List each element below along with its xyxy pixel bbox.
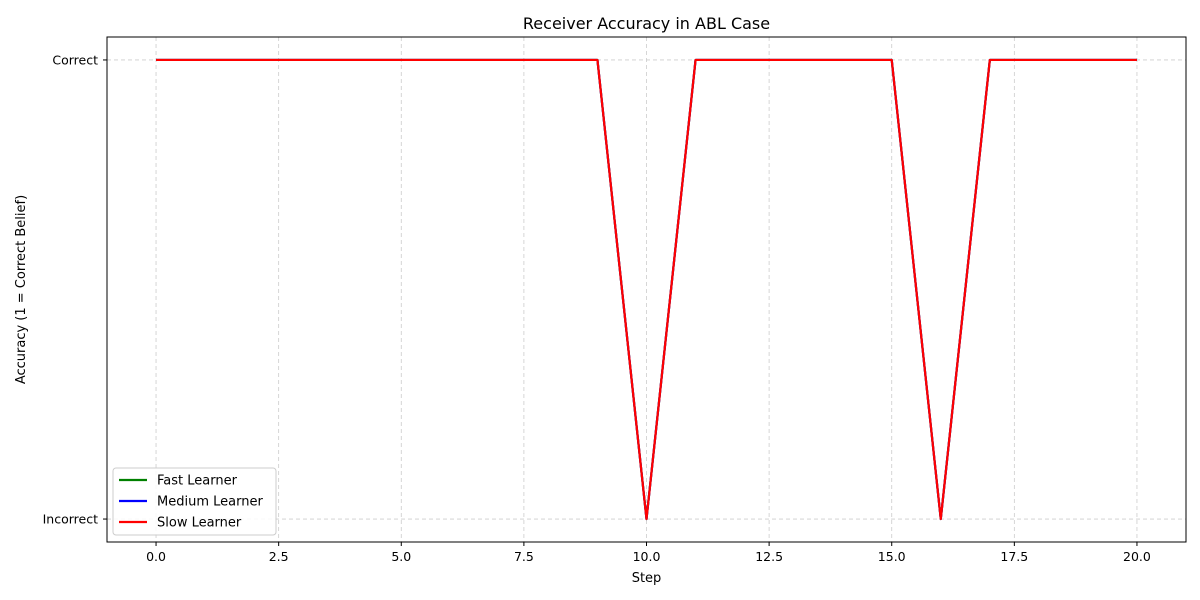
series-line-slow-learner bbox=[156, 58, 1137, 521]
y-tick-label: Incorrect bbox=[43, 512, 98, 527]
series-layer bbox=[156, 58, 1137, 521]
x-tick-label: 7.5 bbox=[514, 549, 534, 564]
x-tick-label: 0.0 bbox=[146, 549, 166, 564]
x-axis-label: Step bbox=[632, 571, 662, 586]
x-tick-label: 15.0 bbox=[878, 549, 906, 564]
y-axis-label: Accuracy (1 = Correct Belief) bbox=[14, 195, 29, 384]
legend-label-medium-learner: Medium Learner bbox=[157, 495, 263, 510]
legend-box bbox=[112, 467, 277, 536]
chart-title: Receiver Accuracy in ABL Case bbox=[523, 14, 770, 33]
x-tick-label: 10.0 bbox=[633, 549, 661, 564]
legend-label-slow-learner: Slow Learner bbox=[157, 516, 242, 531]
legend: Fast Learner Medium Learner Slow Learner bbox=[112, 467, 277, 536]
x-tick-label: 5.0 bbox=[391, 549, 411, 564]
x-tick-label: 17.5 bbox=[1000, 549, 1028, 564]
legend-label-fast-learner: Fast Learner bbox=[157, 474, 238, 489]
x-tick-label: 2.5 bbox=[269, 549, 289, 564]
tick-layer: 0.0 2.5 5.0 7.5 10.0 12.5 15.0 17.5 20.0 Incorrec… bbox=[43, 52, 1151, 564]
x-tick-label: 12.5 bbox=[755, 549, 783, 564]
x-tick-label: 20.0 bbox=[1123, 549, 1151, 564]
y-tick-label: Correct bbox=[52, 52, 98, 67]
